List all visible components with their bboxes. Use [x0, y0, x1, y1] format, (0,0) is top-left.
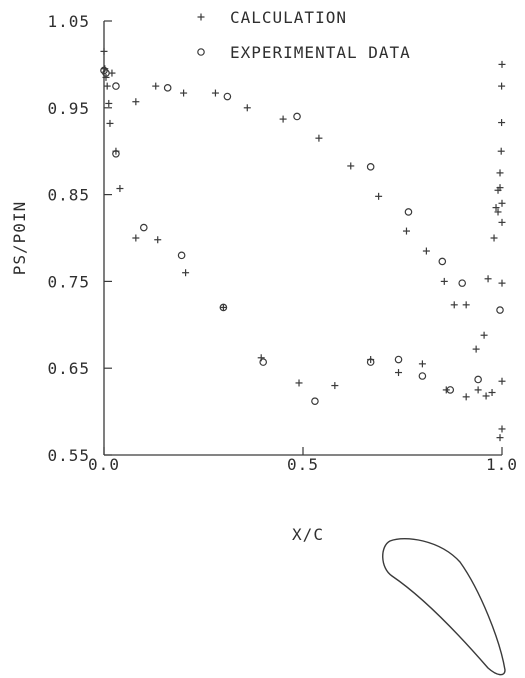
calculation-point [498, 119, 506, 127]
calculation-point [402, 227, 410, 235]
y-axis-ticks: 1.05 0.95 0.85 0.75 0.65 0.55 [47, 12, 112, 465]
calculation-point [488, 389, 496, 397]
experimental-point [496, 306, 504, 314]
experimental-point [112, 150, 120, 158]
experimental-point [366, 358, 375, 366]
legend: CALCULATION EXPERIMENTAL DATA [197, 8, 411, 62]
calculation-point [498, 60, 506, 68]
experimental-point [458, 279, 467, 287]
calculation-point [480, 331, 488, 339]
calculation-point [132, 98, 140, 106]
experimental-point [177, 251, 186, 260]
calculation-point [132, 234, 140, 242]
calculation-point [490, 234, 498, 242]
calculation-point [154, 236, 162, 244]
calculation-point [182, 269, 190, 277]
y-tick-label: 0.95 [47, 99, 90, 118]
y-tick-label: 0.55 [47, 446, 90, 465]
experimental-point [219, 303, 228, 312]
calculation-point [105, 99, 113, 107]
calculation-point [497, 147, 505, 155]
experimental-point [293, 112, 301, 121]
y-axis-label: PS/P0IN [10, 201, 29, 275]
calculation-point [279, 115, 287, 123]
calculation-point [331, 382, 339, 390]
calculation-point [484, 275, 492, 283]
calculation-point [498, 425, 506, 433]
calculation-point [243, 104, 251, 112]
calculation-point [498, 82, 506, 90]
calculation-point [116, 185, 124, 193]
calculation-point [347, 162, 355, 170]
calculation-point [498, 218, 506, 226]
calculation-point [472, 345, 480, 353]
experimental-point [259, 358, 268, 366]
legend-label-calculation: CALCULATION [230, 8, 347, 27]
calculation-point [462, 301, 470, 309]
series-experimental-data [100, 66, 504, 405]
calculation-point [395, 369, 403, 377]
legend-label-experimental-data: EXPERIMENTAL DATA [230, 43, 411, 62]
calculation-point [219, 303, 227, 311]
calculation-point [450, 301, 458, 309]
calculation-point [442, 386, 450, 394]
experimental-point [366, 163, 375, 171]
experimental-point [418, 372, 427, 380]
calculation-point [100, 47, 108, 55]
experimental-point [223, 92, 232, 101]
series-calculation [100, 47, 506, 442]
calculation-point [375, 192, 383, 200]
x-axis-label: X/C [292, 525, 324, 544]
experimental-point [446, 386, 455, 394]
x-tick-label: 0.5 [287, 455, 319, 474]
calculation-point [315, 134, 323, 142]
calculation-point [496, 169, 504, 177]
y-tick-label: 1.05 [47, 12, 90, 31]
calculation-point [494, 208, 502, 216]
experimental-point [474, 375, 482, 384]
calculation-point [180, 89, 188, 97]
legend-circle-marker [197, 48, 205, 56]
calculation-point [152, 82, 160, 90]
calculation-point [462, 393, 470, 401]
y-tick-label: 0.75 [47, 272, 90, 291]
calculation-point [102, 73, 110, 81]
experimental-point [311, 397, 319, 405]
y-tick-label: 0.85 [47, 186, 90, 205]
y-tick-label: 0.65 [47, 359, 90, 378]
legend-marker-calculation [197, 13, 205, 21]
plot-area [103, 21, 502, 456]
x-tick-label: 1.0 [486, 455, 518, 474]
x-axis-ticks: 0.0 0.5 1.0 [88, 447, 518, 474]
calculation-point [422, 247, 430, 255]
experimental-point [394, 355, 403, 364]
calculation-point [496, 434, 504, 442]
calculation-point [440, 277, 448, 285]
experimental-point [404, 208, 413, 216]
experimental-point [163, 84, 172, 92]
legend-marker-experimental-data [197, 48, 205, 56]
experimental-point [102, 69, 110, 77]
airfoil-profile-sketch [382, 538, 506, 676]
calculation-point [295, 379, 303, 387]
experimental-point [140, 223, 148, 232]
x-tick-label: 0.0 [88, 455, 120, 474]
legend-plus-marker [197, 13, 205, 21]
calculation-point [418, 360, 426, 368]
calculation-point [482, 392, 490, 400]
calculation-point [106, 119, 114, 127]
calculation-point [103, 82, 111, 90]
calculation-point [498, 279, 506, 287]
calculation-point [498, 199, 506, 207]
experimental-point [438, 257, 447, 266]
calculation-point [474, 386, 482, 394]
calculation-point [492, 204, 500, 212]
experimental-point [112, 82, 120, 90]
calculation-point [498, 377, 506, 385]
calculation-point [496, 184, 504, 192]
calculation-point [211, 89, 219, 97]
